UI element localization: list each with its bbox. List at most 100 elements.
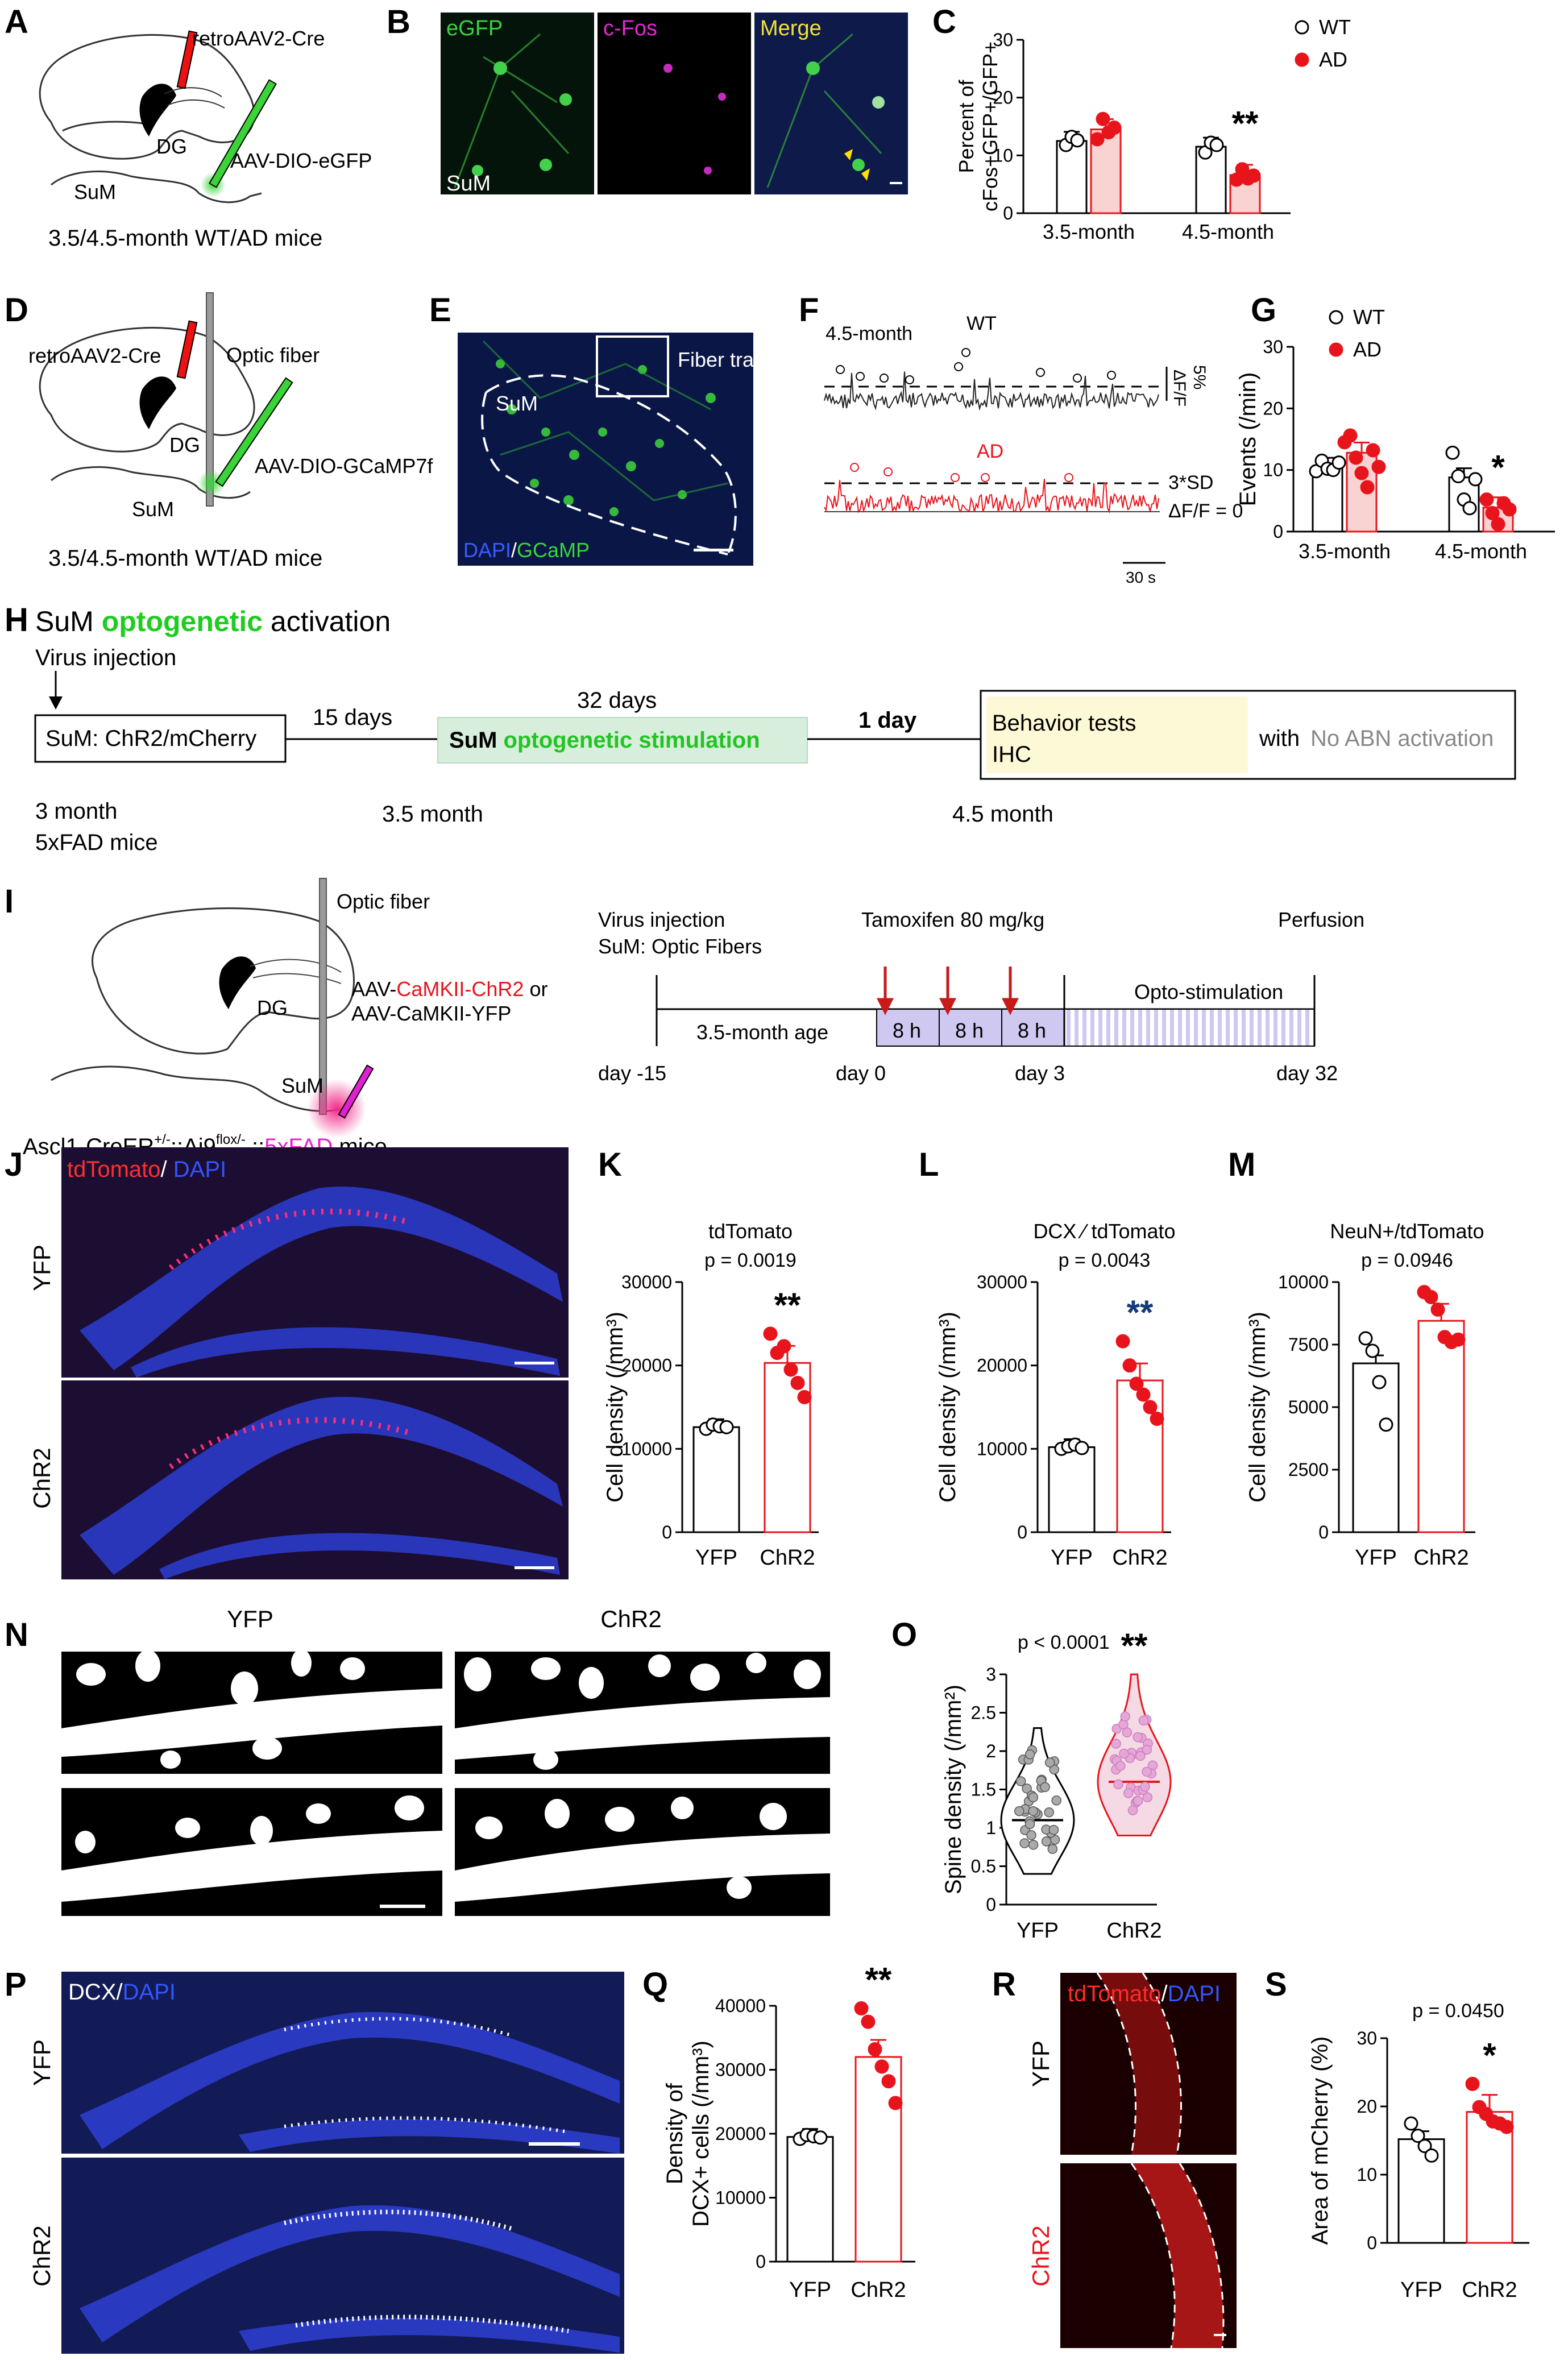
data-point <box>1138 1715 1149 1726</box>
y-tick-label: 10 <box>1263 460 1283 480</box>
data-point <box>868 2042 882 2056</box>
panel-r: tdTomato/DAPI YFP ChR2 <box>1027 1972 1237 2349</box>
y-tick-label: 30 <box>1263 337 1283 357</box>
data-point <box>1366 443 1380 458</box>
y-tick-label: 0 <box>1017 1522 1027 1542</box>
y-axis-label: Cell density (/mm³) <box>1245 1312 1270 1503</box>
p-yfp-label: YFP <box>28 2039 55 2086</box>
significance-marker: * <box>1483 2036 1496 2074</box>
x-tick-label: YFP <box>695 1546 737 1570</box>
h-virus-label: Virus injection <box>35 645 176 670</box>
y-axis-label: Cell density (/mm³) <box>935 1312 960 1503</box>
h-noabn: No ABN activation <box>1310 726 1494 751</box>
x-tick-label: ChR2 <box>760 1546 815 1570</box>
chart-S: 0 10 20 30 Area of mCherry (%) YFP ChR2 p = 0.0… <box>1308 2000 1529 2302</box>
bar-chr2 <box>854 2056 902 2263</box>
letter-H: H <box>5 602 28 638</box>
panel-a-schematic: retroAAV2-Cre DG AAV-DIO-eGFP SuM 3.5/4.… <box>39 27 372 251</box>
h-m3b: 5xFAD mice <box>35 830 158 855</box>
x-tick-label: YFP <box>1355 1546 1397 1570</box>
data-point <box>1070 133 1085 148</box>
data-point <box>1115 1334 1130 1349</box>
data-point <box>797 1390 812 1404</box>
data-point <box>1451 1332 1466 1347</box>
y-axis-label-line2: cFos+GFP+/GFP+ <box>978 42 1002 211</box>
data-point <box>1343 428 1358 443</box>
letter-G: G <box>1251 292 1276 329</box>
data-point <box>1014 1806 1024 1816</box>
letter-P: P <box>5 1966 27 2003</box>
panel-f-traces: 4.5-month WT AD ΔF/F 5% 3*SD ΔF/F = 0 30… <box>824 313 1243 586</box>
data-point <box>1133 1795 1143 1806</box>
h-title: SuM optogenetic activation <box>35 605 391 637</box>
letter-E: E <box>429 292 451 329</box>
bar-yfp <box>1352 1362 1400 1533</box>
d-dg-label: DG <box>169 433 200 457</box>
i-optic: SuM: Optic Fibers <box>598 935 762 958</box>
y-tick-label: 20000 <box>621 1355 672 1376</box>
p-value-label: p = 0.0019 <box>704 1250 797 1271</box>
data-point <box>881 2074 896 2089</box>
data-point <box>1047 1844 1058 1854</box>
h-m3: 3 month <box>35 799 118 824</box>
y-tick-label: 20 <box>1263 398 1283 418</box>
letter-B: B <box>387 3 410 40</box>
letter-F: F <box>799 292 819 329</box>
data-point <box>1142 1792 1153 1802</box>
r-chr2-label: ChR2 <box>1027 2225 1054 2286</box>
data-point <box>1113 1779 1123 1790</box>
p-legend: DCX/DAPI <box>68 1980 176 2005</box>
data-point <box>1135 1751 1146 1761</box>
injector-red <box>176 30 198 89</box>
x-tick-label: ChR2 <box>1106 1919 1162 1943</box>
data-point <box>783 1362 798 1377</box>
y-tick-label: 0 <box>1318 1522 1329 1542</box>
f-wt-label: WT <box>966 313 997 334</box>
h-behavior-label: Behavior tests <box>992 711 1136 736</box>
d-optic-fiber <box>206 292 214 507</box>
e-legend: DAPI/GCaMP <box>463 538 590 562</box>
p-chr2-label: ChR2 <box>28 2225 55 2286</box>
bar-yfp <box>1048 1446 1096 1533</box>
letter-S: S <box>1265 1966 1287 2003</box>
j-chr2-label: ChR2 <box>28 1447 55 1508</box>
f-wt-trace <box>824 371 1159 411</box>
data-point <box>1451 469 1466 483</box>
letter-M: M <box>1228 1146 1255 1183</box>
h-box-stim <box>437 717 808 764</box>
b-cfos-label: c-Fos <box>603 16 657 40</box>
data-point <box>1090 132 1105 147</box>
p-value-label: p = 0.0043 <box>1059 1250 1151 1271</box>
cfos-image <box>598 13 751 194</box>
chart-Q: 0 10000 20000 30000 40000 Density of DCX+ cell… <box>662 1961 915 2302</box>
y-tick-label: 0 <box>986 1894 996 1915</box>
data-point <box>1417 2139 1432 2154</box>
y-axis-label: Spine density (/mm²) <box>941 1685 966 1894</box>
a-retro-label: retroAAV2-Cre <box>192 27 325 50</box>
p-value-label: p < 0.0001 <box>1018 1632 1110 1653</box>
d-fiber-label: Optic fiber <box>226 343 320 367</box>
d-aav-label: AAV-DIO-GCaMP7f <box>255 454 433 478</box>
y-tick-label: 0.5 <box>971 1856 996 1877</box>
letter-Q: Q <box>642 1966 668 2003</box>
data-point <box>1136 1387 1151 1402</box>
x-tick-label: 3.5-month <box>1299 540 1391 563</box>
y-tick-label: 5000 <box>1288 1397 1329 1417</box>
i-h8-2: 8 h <box>955 1019 984 1042</box>
y-tick-label: 1.5 <box>971 1780 996 1800</box>
data-point <box>888 2096 903 2110</box>
a-caption: 3.5/4.5-month WT/AD mice <box>48 226 322 251</box>
chart-C: 0 10 20 30 Percent of cFos+GFP+/GFP+ 3.5-month… <box>955 15 1351 243</box>
data-point <box>1143 1400 1158 1415</box>
y-tick-label: 40000 <box>715 1996 766 2016</box>
data-point <box>1040 1782 1050 1793</box>
f-df-label: ΔF/F <box>1170 370 1189 407</box>
brain-outline <box>39 34 255 160</box>
y-axis-label: Area of mCherry (%) <box>1308 2037 1333 2245</box>
h-box2-label: SuM optogenetic stimulation <box>449 728 760 753</box>
y-axis-label-line1: Percent of <box>955 79 978 173</box>
bar-wt <box>1056 140 1088 214</box>
chart-title: tdTomato <box>708 1220 793 1243</box>
data-point <box>1115 1761 1126 1771</box>
h-ihc-label: IHC <box>992 742 1031 767</box>
